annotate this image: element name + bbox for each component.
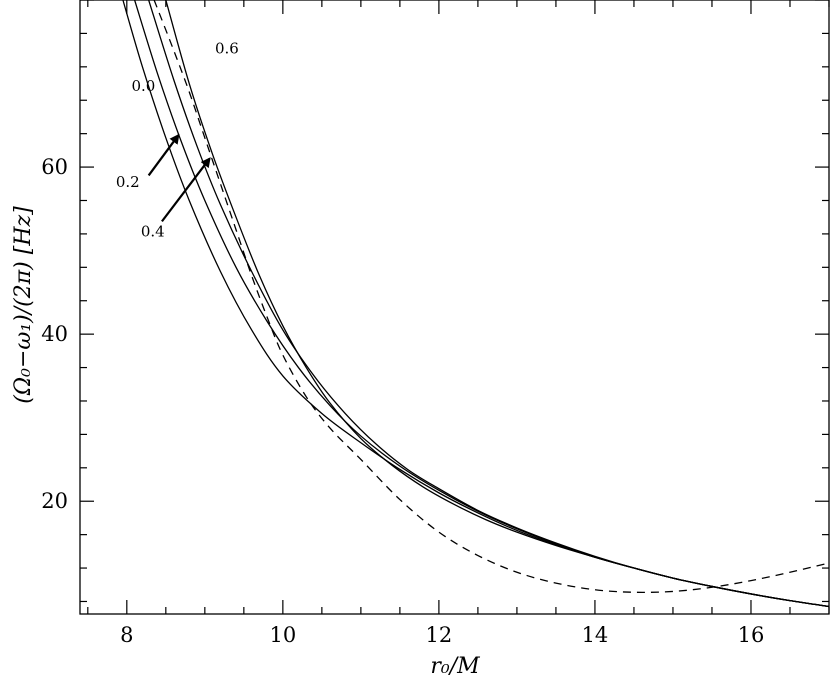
curve-label: 0.2	[116, 173, 140, 191]
series-group	[122, 0, 830, 608]
annotation-group: 0.0 0.2 0.4 0.6	[116, 39, 239, 240]
plot-frame	[79, 0, 830, 615]
annotation-arrow	[147, 133, 180, 177]
x-tick-label: 16	[738, 623, 765, 647]
y-tick-label: 60	[41, 155, 68, 179]
y-axis-title: (Ω₀−ω₁)/(2π) [Hz]	[11, 206, 36, 404]
series-curve-3	[165, 0, 830, 608]
curve-label: 0.4	[141, 222, 165, 240]
x-axis-title: r₀/M	[430, 654, 480, 679]
y-tick-label: 20	[41, 489, 68, 513]
x-tick-label: 8	[120, 623, 133, 647]
curve-label: 0.6	[215, 39, 239, 57]
x-tick-label: 14	[582, 623, 609, 647]
series-dashed-curve	[153, 0, 830, 594]
axis-tick-labels: 8 10 12 14 16 20 40 60	[41, 155, 764, 647]
annotation-arrow	[161, 157, 211, 223]
x-tick-label: 10	[269, 623, 296, 647]
arrow-group	[147, 133, 211, 223]
series-curve-2	[148, 0, 830, 608]
x-tick-label: 12	[426, 623, 453, 647]
axis-ticks	[80, 0, 830, 614]
y-tick-label: 40	[41, 322, 68, 346]
curve-label: 0.0	[131, 77, 155, 95]
